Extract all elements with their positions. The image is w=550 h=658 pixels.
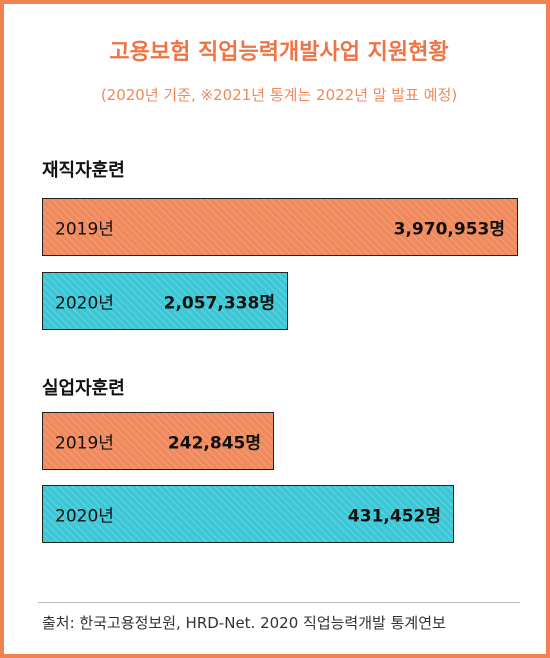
source-note: 출처: 한국고용정보원, HRD-Net. 2020 직업능력개발 통계연보 <box>42 614 446 632</box>
bar-unemployed-2019: 2019년 242,845명 <box>42 412 274 470</box>
bar-employed-2019: 2019년 3,970,953명 <box>42 198 518 256</box>
bar-year-label: 2019년 <box>55 433 114 454</box>
bar-year-label: 2019년 <box>55 219 114 240</box>
group-label-unemployed: 실업자훈련 <box>42 378 125 399</box>
bar-value-label: 431,452명 <box>347 506 441 527</box>
bar-value-label: 2,057,338명 <box>163 293 275 314</box>
bar-year-label: 2020년 <box>55 506 114 527</box>
bar-year-label: 2020년 <box>55 293 114 314</box>
chart-title: 고용보험 직업능력개발사업 지원현황 <box>109 40 449 65</box>
bar-employed-2020: 2020년 2,057,338명 <box>42 272 288 330</box>
chart-subtitle: (2020년 기준, ※2021년 통계는 2022년 말 발표 예정) <box>100 86 458 104</box>
footer-divider <box>38 602 520 603</box>
bar-unemployed-2020: 2020년 431,452명 <box>42 485 454 543</box>
bar-value-label: 242,845명 <box>167 433 261 454</box>
bar-value-label: 3,970,953명 <box>393 219 505 240</box>
group-label-employed: 재직자훈련 <box>42 160 125 181</box>
